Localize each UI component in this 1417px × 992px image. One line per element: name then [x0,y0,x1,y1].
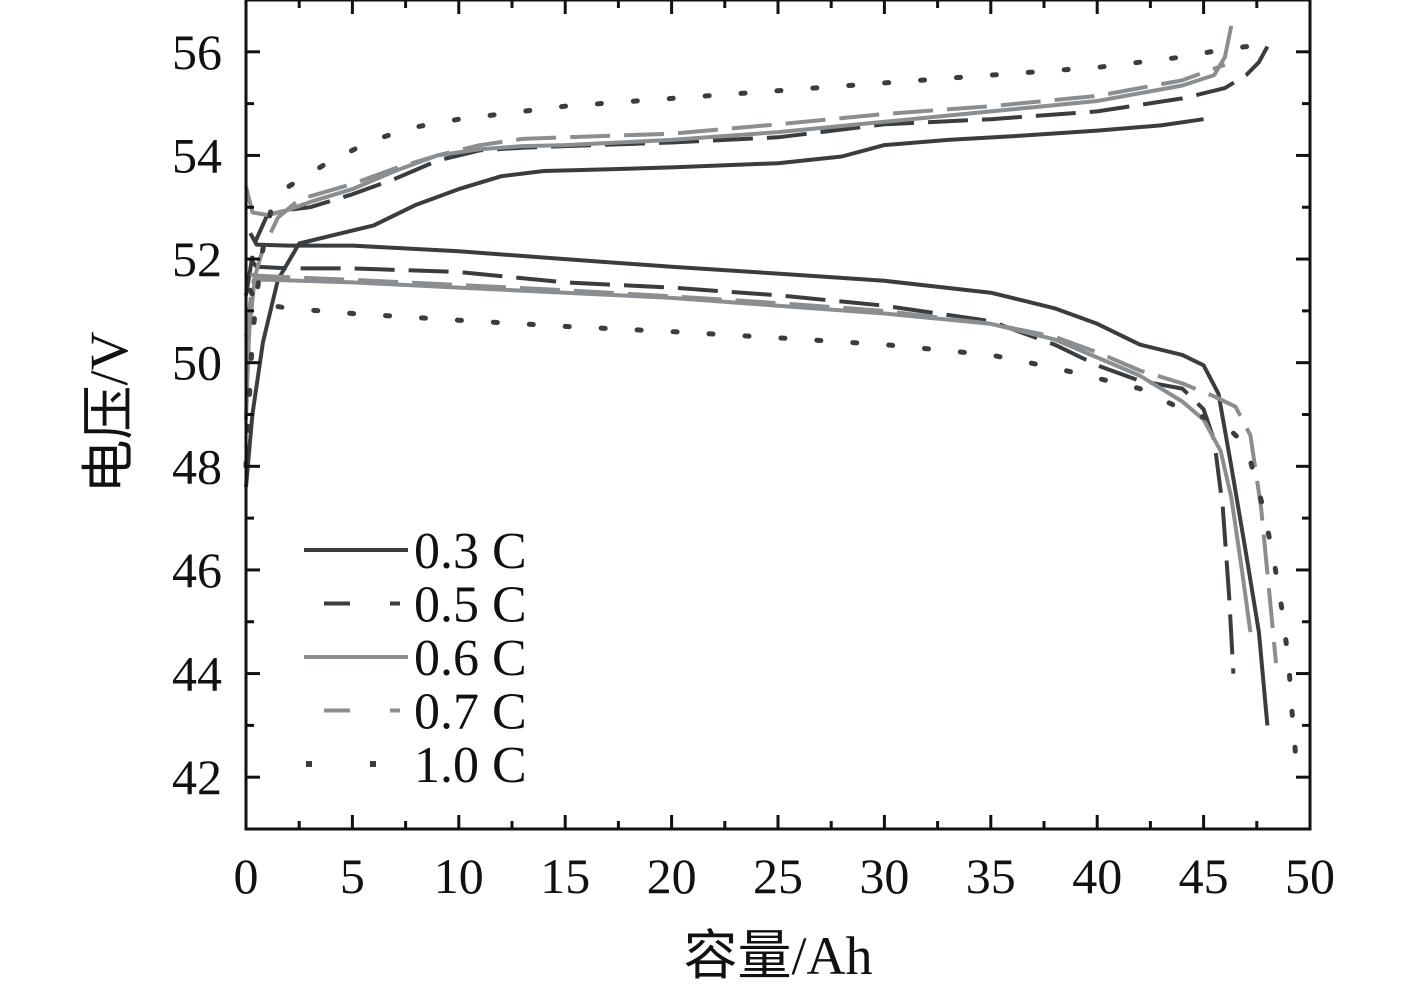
series-line-0-7-C-charge [244,62,1226,338]
x-tick-label: 40 [1072,848,1122,904]
y-axis-title: 电压/V [79,331,139,493]
x-tick-label: 50 [1285,848,1335,904]
x-tick-label: 15 [540,848,590,904]
y-tick-label: 42 [172,749,222,805]
y-tick-label: 56 [172,24,222,80]
series-line-0-3-C-discharge [248,232,1270,726]
x-tick-label: 0 [234,848,259,904]
series-line-0-6-C-discharge [244,277,1253,633]
x-tick-label: 25 [753,848,803,904]
legend-label: 0.5 C [414,577,527,634]
y-tick-label: 44 [172,646,222,702]
x-tick-label: 20 [647,848,697,904]
y-tick-label: 54 [172,127,222,183]
tick-labels: 0 5 10 15 20 25 30 35 40 45 50 42 44 46 48 50 52 54 56 [172,24,1335,904]
series-line-0-6-C-charge [244,25,1234,217]
x-tick-label: 45 [1179,848,1229,904]
y-tick-label: 52 [172,231,222,287]
y-tick-label: 46 [172,542,222,598]
series-line-1-0-C-discharge [247,287,1300,775]
legend: 0.3 C0.5 C0.6 C0.7 C1.0 C [304,523,527,794]
series-line-0-7-C-discharge [249,272,1278,664]
legend-label: 0.7 C [414,684,527,741]
y-tick-label: 50 [172,335,222,391]
x-tick-label: 30 [859,848,909,904]
legend-label: 0.6 C [414,630,527,687]
x-tick-label: 10 [434,848,484,904]
legend-label: 0.3 C [414,523,527,580]
series-layer [243,25,1300,775]
x-tick-label: 35 [966,848,1016,904]
ticks-layer [244,0,1312,831]
x-axis-title: 容量/Ah [684,926,873,986]
y-tick-label: 48 [172,438,222,494]
x-tick-label: 5 [340,848,365,904]
legend-label: 1.0 C [414,737,527,794]
